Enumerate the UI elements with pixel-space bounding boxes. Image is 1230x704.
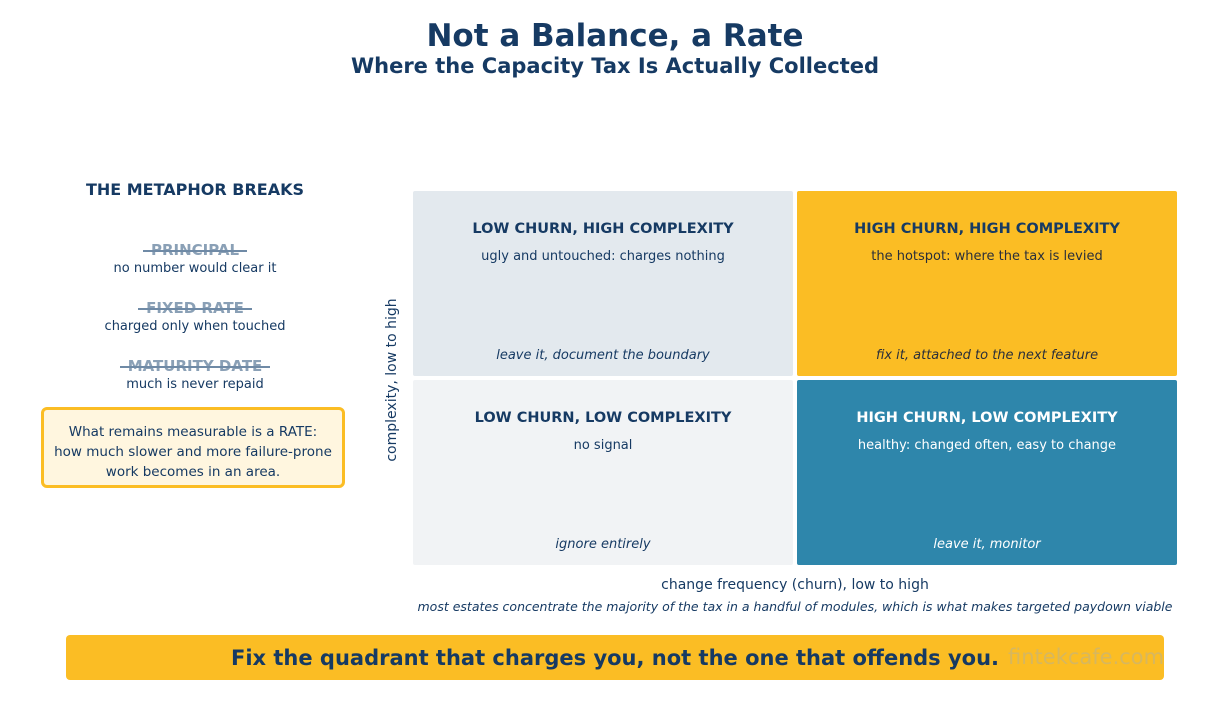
rate-callout: What remains measurable is a RATE: how m… xyxy=(41,407,345,488)
term-name: MATURITY DATE xyxy=(119,357,271,375)
callout-line: What remains measurable is a RATE: xyxy=(68,424,318,440)
banner-text: Fix the quadrant that charges you, not t… xyxy=(230,646,1000,670)
quadrant-high-churn-high-complexity: HIGH CHURN, HIGH COMPLEXITY the hotspot:… xyxy=(797,191,1177,376)
page-title: Not a Balance, a Rate xyxy=(426,18,804,54)
quadrant-description: healthy: changed often, easy to change xyxy=(857,438,1117,453)
matrix-footnote: most estates concentrate the majority of… xyxy=(417,599,1173,614)
quadrant-low-churn-high-complexity: LOW CHURN, HIGH COMPLEXITY ugly and unto… xyxy=(413,191,793,376)
quadrant-action: leave it, document the boundary xyxy=(496,348,710,363)
quadrant-action: ignore entirely xyxy=(555,537,651,552)
metaphor-heading: THE METAPHOR BREAKS xyxy=(85,180,305,199)
term-maturity-date: MATURITY DATE much is never repaid xyxy=(40,356,350,392)
page-subtitle: Where the Capacity Tax Is Actually Colle… xyxy=(350,54,880,78)
term-note: charged only when touched xyxy=(104,319,286,334)
term-principal: PRINCIPAL no number would clear it xyxy=(40,240,350,276)
quadrant-description: the hotspot: where the tax is levied xyxy=(871,249,1103,264)
quadrant-high-churn-low-complexity: HIGH CHURN, LOW COMPLEXITY healthy: chan… xyxy=(797,380,1177,565)
quadrant-title: HIGH CHURN, LOW COMPLEXITY xyxy=(856,410,1118,426)
callout-line: how much slower and more failure-prone xyxy=(54,444,332,460)
term-fixed-rate: FIXED RATE charged only when touched xyxy=(40,298,350,334)
watermark: fintekcafe.com xyxy=(1008,645,1165,669)
quadrant-action: leave it, monitor xyxy=(933,537,1041,552)
strikethrough-line xyxy=(119,366,271,368)
strikethrough-line xyxy=(138,308,252,310)
term-name: FIXED RATE xyxy=(138,299,252,317)
quadrant-title: HIGH CHURN, HIGH COMPLEXITY xyxy=(854,221,1120,237)
term-note: no number would clear it xyxy=(113,261,277,276)
callout-line: work becomes in an area. xyxy=(105,464,281,480)
term-name: PRINCIPAL xyxy=(142,241,248,259)
takeaway-banner: Fix the quadrant that charges you, not t… xyxy=(66,635,1164,680)
x-axis-label: change frequency (churn), low to high xyxy=(661,577,929,593)
quadrant-description: no signal xyxy=(573,438,633,453)
quadrant-description: ugly and untouched: charges nothing xyxy=(481,249,725,264)
y-axis-label: complexity, low to high xyxy=(384,298,400,462)
quadrant-low-churn-low-complexity: LOW CHURN, LOW COMPLEXITY no signal igno… xyxy=(413,380,793,565)
quadrant-title: LOW CHURN, LOW COMPLEXITY xyxy=(474,410,732,426)
quadrant-title: LOW CHURN, HIGH COMPLEXITY xyxy=(472,221,734,237)
quadrant-action: fix it, attached to the next feature xyxy=(875,348,1099,363)
term-note: much is never repaid xyxy=(126,377,264,392)
strikethrough-line xyxy=(142,250,248,252)
